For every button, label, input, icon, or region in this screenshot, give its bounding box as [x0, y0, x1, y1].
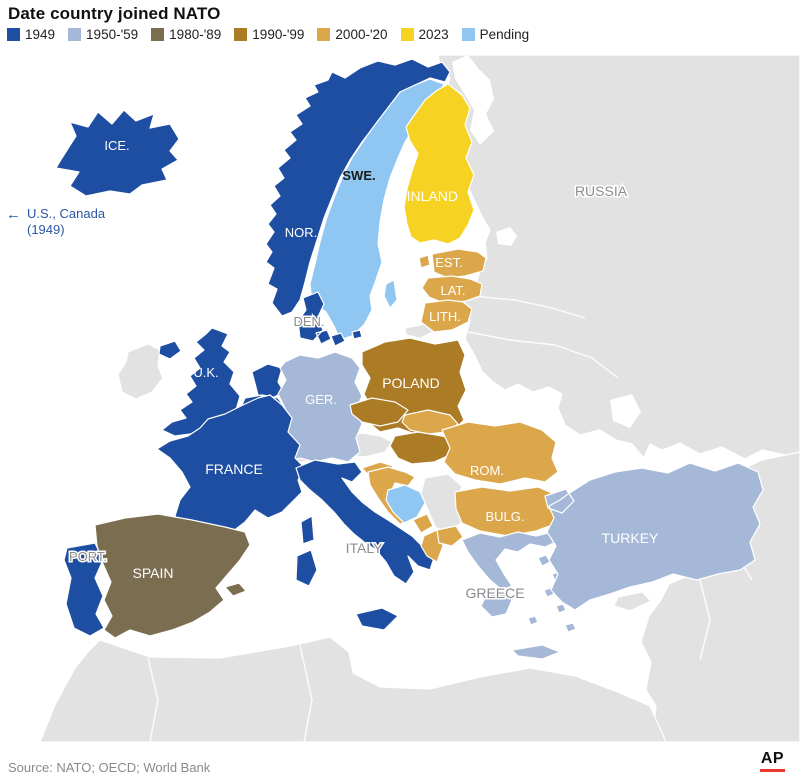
inland-border-4 [299, 644, 313, 743]
legend-label: Pending [479, 27, 530, 42]
inland-border-6 [699, 579, 711, 661]
country-italy [295, 459, 435, 631]
country-label-ger: GER. [305, 392, 337, 407]
legend-swatch-pending [461, 28, 475, 41]
country-label-lith: LITH. [429, 309, 461, 324]
country-label-lat: LAT. [440, 283, 465, 298]
country-label-ice: ICE. [104, 138, 129, 153]
legend-item-2000s: 2000-'20 [317, 27, 388, 42]
inland-border-1 [467, 331, 619, 379]
left-arrow-icon: ← [6, 206, 21, 223]
legend-item-1950s: 1950-'59 [68, 27, 138, 42]
country-label-rom: ROM. [470, 463, 504, 478]
ireland [117, 343, 164, 400]
legend: 1949 1950-'59 1980-'89 1990-'99 2000-'20 2023… [7, 27, 529, 42]
legend-item-pending: Pending [461, 27, 530, 42]
country-label-uk: U.K. [193, 365, 218, 380]
country-romania [441, 421, 559, 485]
country-turkey [544, 462, 764, 611]
country-label-russia: RUSSIA [575, 183, 628, 199]
lake-ladoga [496, 227, 517, 246]
africa-landmass [39, 636, 667, 743]
annotation-text: U.S., Canada (1949) [27, 206, 106, 237]
country-label-nor: NOR. [285, 225, 318, 240]
legend-label: 2000-'20 [335, 27, 388, 42]
ap-logo-underline [760, 769, 785, 772]
country-label-poland: POLAND [382, 375, 440, 391]
country-label-italy: ITALY [346, 540, 383, 556]
legend-label: 1949 [25, 27, 56, 42]
country-iceland [55, 109, 180, 197]
ap-logo-text: AP [760, 750, 785, 767]
legend-swatch-1990s [234, 28, 248, 41]
country-bosnia [385, 484, 426, 524]
country-estonia [418, 248, 487, 279]
country-finland [403, 83, 475, 245]
country-label-bulg: BULG. [485, 509, 524, 524]
country-label-turkey: TURKEY [602, 530, 659, 546]
country-label-greece: GREECE [465, 585, 524, 601]
legend-swatch-1980s [151, 28, 165, 41]
country-latvia [421, 275, 483, 304]
legend-item-1980s: 1980-'89 [151, 27, 221, 42]
white-sea [452, 55, 494, 145]
legend-label: 1950-'59 [86, 27, 139, 42]
country-uk [158, 327, 245, 437]
country-label-swe: SWE. [342, 168, 375, 183]
legend-item-1949: 1949 [7, 27, 55, 42]
country-hungary [389, 431, 457, 465]
legend-label: 1990-'99 [252, 27, 305, 42]
legend-swatch-1949 [7, 28, 20, 41]
page-title: Date country joined NATO [8, 4, 221, 23]
country-spain [94, 513, 251, 639]
legend-swatch-2023 [400, 28, 414, 41]
country-label-finland: FINLAND [398, 188, 458, 204]
inland-border-2 [471, 295, 586, 319]
legend-swatch-1950s [68, 28, 82, 41]
country-label-est: EST. [435, 255, 462, 270]
header: Date country joined NATO [8, 4, 220, 24]
legend-item-1990s: 1990-'99 [234, 27, 304, 42]
country-lithuania [420, 299, 473, 333]
country-macedonia [436, 525, 464, 547]
inland-border-3 [147, 657, 159, 743]
legend-label: 1980-'89 [169, 27, 222, 42]
country-czech [349, 397, 409, 427]
country-norway [265, 58, 451, 317]
us-canada-annotation: ← U.S., Canada (1949) [6, 206, 105, 238]
source-line: Source: NATO; OECD; World Bank [8, 760, 211, 775]
legend-label: 2023 [418, 27, 449, 42]
country-label-spain: SPAIN [133, 565, 174, 581]
legend-item-2023: 2023 [400, 27, 449, 42]
country-montenegro [412, 513, 434, 534]
country-label-den: DEN. [293, 314, 324, 329]
ap-logo: AP [760, 750, 785, 772]
sea-of-azov [610, 394, 641, 428]
country-denmark [297, 291, 363, 347]
kaliningrad [404, 323, 434, 339]
country-label-france: FRANCE [205, 461, 263, 477]
country-label-port: PORT. [69, 549, 107, 564]
legend-swatch-2000s [317, 28, 331, 41]
